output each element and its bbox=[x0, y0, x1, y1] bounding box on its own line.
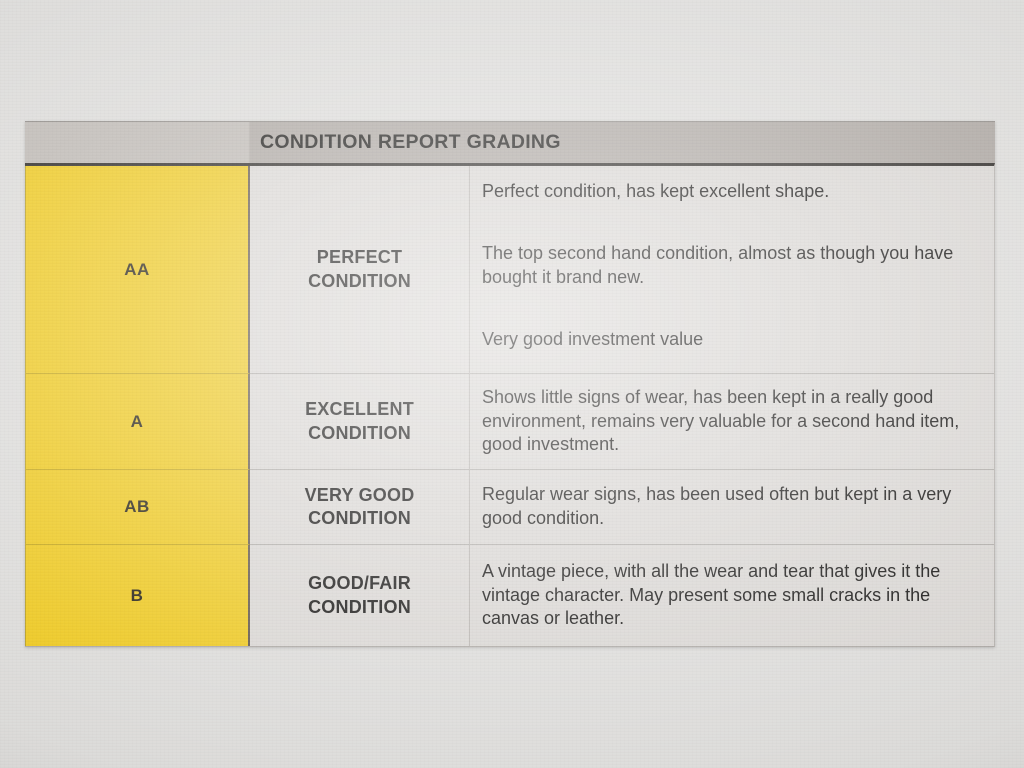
condition-label: VERY GOOD CONDITION bbox=[305, 484, 415, 530]
condition-cell-b: GOOD/FAIR CONDITION bbox=[250, 544, 470, 646]
description-paragraph: Shows little signs of wear, has been kep… bbox=[482, 386, 960, 455]
description-cell-a: Shows little signs of wear, has been kep… bbox=[470, 373, 994, 469]
description-cell-ab: Regular wear signs, has been used often … bbox=[470, 469, 994, 544]
condition-cell-ab: VERY GOOD CONDITION bbox=[250, 469, 470, 544]
condition-label-line2: CONDITION bbox=[308, 596, 411, 617]
grade-cell-b: B bbox=[25, 544, 250, 646]
table-header: CONDITION REPORT GRADING bbox=[25, 121, 995, 163]
condition-label-line2: CONDITION bbox=[308, 508, 411, 528]
grade-cell-a: A bbox=[25, 373, 250, 469]
grade-label: B bbox=[130, 585, 144, 605]
grade-label: AA bbox=[124, 259, 150, 279]
condition-label: EXCELLENT CONDITION bbox=[305, 398, 414, 444]
grade-cell-aa: AA bbox=[25, 166, 250, 373]
table-row: AA PERFECT CONDITION Perfect condition, … bbox=[25, 166, 994, 373]
condition-label: GOOD/FAIR CONDITION bbox=[308, 572, 411, 618]
condition-label-line2: CONDITION bbox=[308, 422, 411, 443]
table-row: A EXCELLENT CONDITION Shows little signs… bbox=[25, 373, 994, 469]
description-cell-b: A vintage piece, with all the wear and t… bbox=[470, 544, 994, 646]
condition-label-line1: PERFECT bbox=[316, 247, 403, 268]
description-paragraph: A vintage piece, with all the wear and t… bbox=[482, 560, 941, 629]
condition-label-line1: GOOD/FAIR bbox=[308, 573, 411, 594]
table-body: AA PERFECT CONDITION Perfect condition, … bbox=[25, 163, 995, 647]
description-cell-aa: Perfect condition, has kept excellent sh… bbox=[470, 166, 994, 373]
description-paragraph: Regular wear signs, has been used often … bbox=[482, 484, 952, 528]
condition-cell-aa: PERFECT CONDITION bbox=[250, 166, 470, 373]
grade-cell-ab: AB bbox=[25, 469, 250, 544]
condition-label: PERFECT CONDITION bbox=[308, 246, 411, 292]
description-paragraph: Very good investment value bbox=[482, 328, 704, 349]
table-row: AB VERY GOOD CONDITION Regular wear sign… bbox=[25, 469, 994, 544]
condition-cell-a: EXCELLENT CONDITION bbox=[250, 373, 470, 469]
description-paragraph: Perfect condition, has kept excellent sh… bbox=[482, 181, 830, 201]
condition-label-line1: VERY GOOD bbox=[304, 484, 415, 505]
description-paragraph: The top second hand condition, almost as… bbox=[482, 242, 954, 287]
table-row: B GOOD/FAIR CONDITION A vintage piece, w… bbox=[25, 544, 994, 646]
grade-label: AB bbox=[124, 497, 150, 516]
condition-report-grading-table: CONDITION REPORT GRADING AA PERFECT COND… bbox=[25, 121, 995, 647]
condition-label-line1: EXCELLENT bbox=[305, 399, 414, 420]
condition-label-line2: CONDITION bbox=[308, 270, 411, 291]
page-title: CONDITION REPORT GRADING bbox=[260, 131, 561, 153]
header-left-spacer bbox=[25, 122, 250, 163]
header-title-cell: CONDITION REPORT GRADING bbox=[250, 122, 995, 163]
grade-label: A bbox=[130, 411, 144, 431]
